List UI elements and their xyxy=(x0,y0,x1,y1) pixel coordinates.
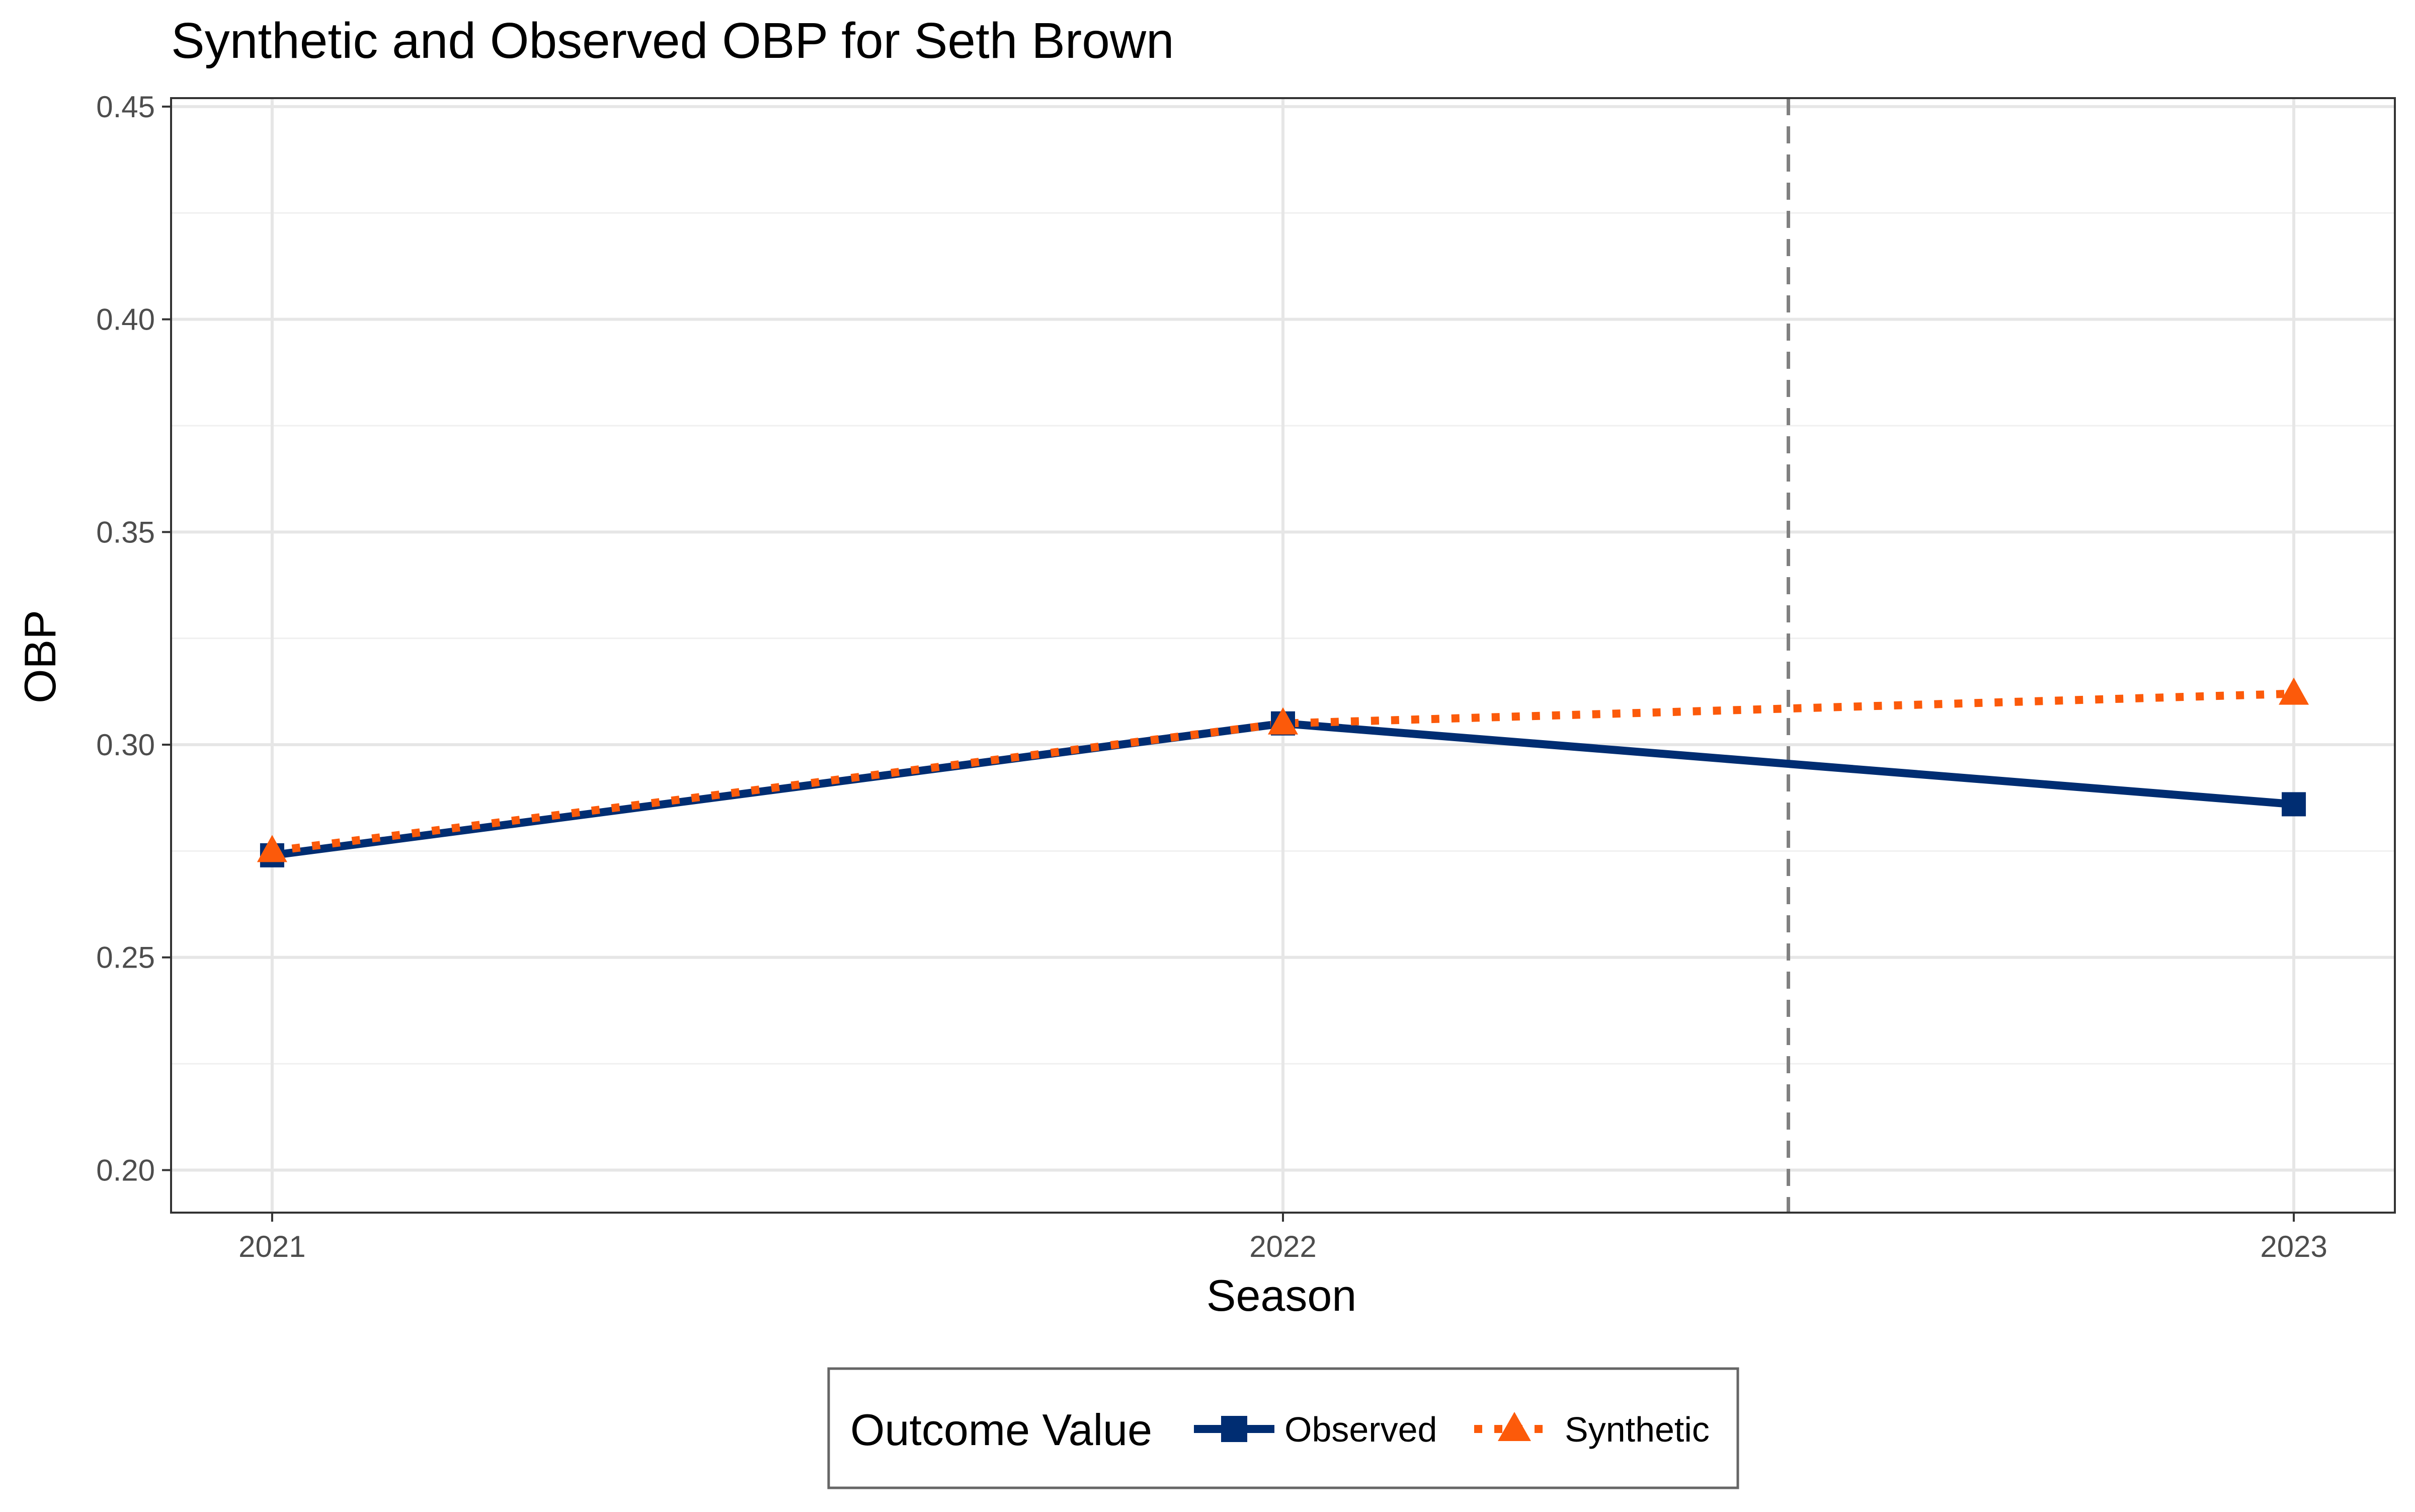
x-tick-label: 2022 xyxy=(1249,1230,1316,1263)
y-tick-label: 0.45 xyxy=(96,90,155,124)
x-axis-title: Season xyxy=(1206,1270,1356,1320)
legend-label-synthetic: Synthetic xyxy=(1565,1410,1710,1449)
synthetic-point xyxy=(257,835,287,862)
legend-label-observed: Observed xyxy=(1284,1410,1437,1449)
y-axis-title: OBP xyxy=(15,610,65,703)
x-tick-label: 2023 xyxy=(2260,1230,2327,1263)
y-tick-label: 0.25 xyxy=(96,941,155,975)
legend-box xyxy=(827,1367,1739,1489)
legend: Outcome Value Observed Synthetic xyxy=(827,1367,1739,1489)
legend-title: Outcome Value xyxy=(850,1405,1152,1455)
series-layer xyxy=(257,677,2309,867)
y-tick-label: 0.30 xyxy=(96,728,155,762)
synthetic-point xyxy=(2279,677,2309,705)
series-line-synthetic xyxy=(271,689,2294,855)
x-axis: 2021 2022 2023 xyxy=(238,1213,2327,1263)
y-tick-label: 0.40 xyxy=(96,303,155,337)
chart-title: Synthetic and Observed OBP for Seth Brow… xyxy=(171,13,1174,69)
y-axis: 0.20 0.25 0.30 0.35 0.40 0.45 xyxy=(96,90,171,1187)
synthetic-point xyxy=(1268,707,1298,735)
x-tick-label: 2021 xyxy=(238,1230,305,1263)
observed-point xyxy=(2282,792,2306,817)
gridlines xyxy=(171,98,2395,1213)
legend-key-synthetic-marker xyxy=(1498,1412,1531,1441)
y-tick-label: 0.35 xyxy=(96,515,155,549)
y-tick-label: 0.20 xyxy=(96,1153,155,1187)
legend-key-observed-marker xyxy=(1221,1416,1247,1442)
